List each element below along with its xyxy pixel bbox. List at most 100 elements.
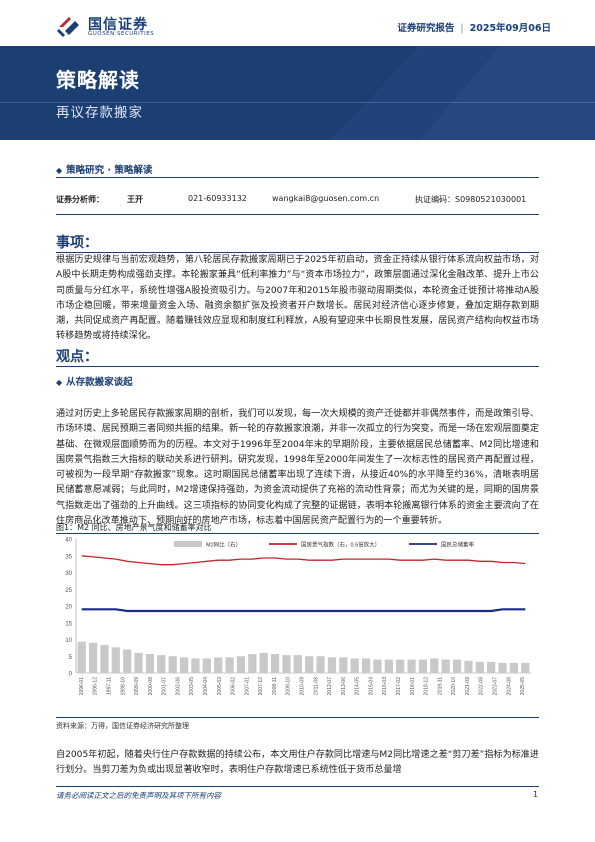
x-tick-label: 1999-09 — [134, 677, 140, 696]
disclaimer-note: 请务必阅读正文之后的免责声明及其项下所有内容 — [56, 791, 221, 800]
views-paragraph: 通过对历史上多轮居民存款搬家周期的剖析，我们可以发现，每一次大规模的资产迁徙都并… — [56, 409, 539, 527]
x-tick-label: 2009-10 — [286, 677, 292, 696]
divider — [56, 786, 539, 787]
x-tick-label: 2019-11 — [437, 677, 443, 695]
bar-mark — [282, 655, 291, 673]
divider — [56, 177, 539, 178]
bar-mark — [270, 654, 280, 673]
banner-decoration — [0, 46, 595, 140]
x-tick-label: 2005-03 — [217, 677, 223, 696]
analyst-name: 王开 — [127, 195, 143, 204]
bar-mark — [316, 656, 325, 673]
bar-mark — [111, 647, 120, 673]
series-line — [81, 555, 526, 566]
bar-mark — [259, 652, 268, 673]
section-heading-events: 事项： — [56, 232, 539, 253]
x-tick-label: 2024-06 — [506, 677, 512, 696]
bar-mark — [168, 656, 177, 673]
bar-mark — [498, 662, 507, 673]
x-tick-label: 1998-10 — [120, 677, 126, 696]
analyst-role: 证券分析师： — [56, 195, 104, 204]
bar-mark — [100, 645, 109, 673]
bar-mark — [418, 659, 428, 673]
subsection-heading: ◆ 从存款搬家谈起 — [56, 374, 133, 388]
x-tick-label: 2000-08 — [148, 677, 154, 696]
y-tick-label: 25 — [65, 588, 72, 594]
y-tick-label: 40 — [65, 538, 72, 544]
figure-source: 资料来源：万得，国信证券经济研究所整理 — [56, 722, 189, 730]
legend-swatch — [174, 541, 202, 547]
x-tick-label: 2003-05 — [189, 677, 195, 696]
analyst-cert: 执证编码：S0980521030001 — [415, 195, 527, 204]
x-tick-label: 2015-04 — [368, 677, 374, 696]
bar-mark — [407, 659, 416, 673]
bar-mark — [134, 652, 143, 673]
bar-mark — [305, 656, 314, 673]
bar-mark — [123, 649, 132, 673]
report-type: 证券研究报告 — [397, 23, 455, 34]
bar-mark — [145, 654, 155, 673]
figure-title: 图1：M2 同比、房地产景气度和储蓄率对比 — [56, 523, 212, 532]
events-paragraph: 根据历史规律与当前宏观趋势，第八轮居民存款搬家周期已于2025年初启动，资金正持… — [56, 255, 539, 342]
bar-mark — [441, 659, 450, 673]
subsection-label: 从存款搬家谈起 — [66, 377, 133, 388]
x-tick-label: 2011-08 — [313, 677, 319, 695]
x-tick-label: 2022-08 — [479, 677, 485, 696]
bar-mark — [248, 654, 257, 673]
y-tick-label: 15 — [65, 621, 72, 627]
divider — [56, 717, 539, 718]
x-tick-label: 2018-12 — [424, 677, 430, 696]
body-paragraph: 自2005年初起，随着央行住户存款数据的持续公布，本文用住户存款同比增速与M2同… — [56, 750, 539, 776]
analyst-email[interactable]: wangkai8@guosen.com.cn — [272, 194, 380, 203]
x-tick-label: 2010-09 — [300, 677, 306, 696]
page-number: 1 — [533, 790, 539, 799]
bar-mark — [464, 660, 473, 673]
bar-mark — [157, 655, 166, 673]
bar-mark — [384, 659, 393, 673]
bar-mark — [179, 657, 189, 673]
report-meta: 证券研究报告 | 2025年09月06日 — [397, 23, 551, 34]
y-tick-label: 5 — [69, 655, 73, 661]
x-tick-label: 2008-11 — [272, 677, 278, 695]
x-tick-label: 2007-12 — [258, 677, 264, 696]
report-title: 策略解读 — [56, 68, 140, 92]
x-tick-label: 2020-10 — [451, 677, 457, 696]
bar-mark — [327, 657, 337, 673]
bar-mark — [452, 659, 462, 673]
x-tick-label: 2018-01 — [410, 677, 416, 696]
guosen-logo-icon — [57, 17, 79, 37]
x-tick-label: 2016-03 — [382, 677, 388, 696]
bar-mark — [487, 661, 496, 673]
x-tick-label: 1997-11 — [106, 677, 112, 695]
divider — [56, 214, 539, 215]
x-tick-label: 2025-05 — [520, 677, 526, 696]
bar-mark — [225, 657, 234, 673]
bar-mark — [396, 659, 405, 673]
diamond-icon: ◆ — [56, 378, 63, 387]
x-tick-label: 1996-12 — [93, 677, 99, 696]
bar-mark — [191, 658, 200, 673]
bar-mark — [475, 661, 484, 673]
chart-svg: 40 35 30 25 20 15 10 5 0 M2同比（右） 国房景气指数（右，0.5倍放大） 国… — [65, 538, 531, 696]
bar-mark — [521, 662, 530, 673]
bar-mark — [509, 662, 519, 673]
bar-mark — [361, 658, 371, 673]
x-tick-label: 2014-05 — [355, 677, 361, 696]
bar-mark — [373, 659, 382, 673]
bar-mark — [88, 642, 98, 673]
bar-mark — [77, 641, 86, 673]
brand-name-en: GUOSEN SECURITIES — [88, 31, 155, 37]
bar-mark — [350, 658, 359, 673]
report-date: 2025年09月06日 — [469, 23, 551, 34]
report-category: ◆ 策略研究 · 策略解读 — [56, 162, 152, 176]
bar-mark — [293, 655, 302, 673]
legend-label: 国房景气指数（右，0.5倍放大） — [301, 540, 380, 548]
bar-mark — [236, 656, 246, 673]
x-tick-label: 1996-01 — [79, 677, 85, 696]
category-label: 策略研究 · 策略解读 — [66, 165, 153, 176]
diamond-icon: ◆ — [56, 166, 63, 175]
divider — [56, 533, 539, 534]
y-tick-label: 20 — [65, 605, 72, 611]
series-line — [81, 608, 526, 613]
brand-name-cn: 国信证券 — [88, 17, 148, 33]
